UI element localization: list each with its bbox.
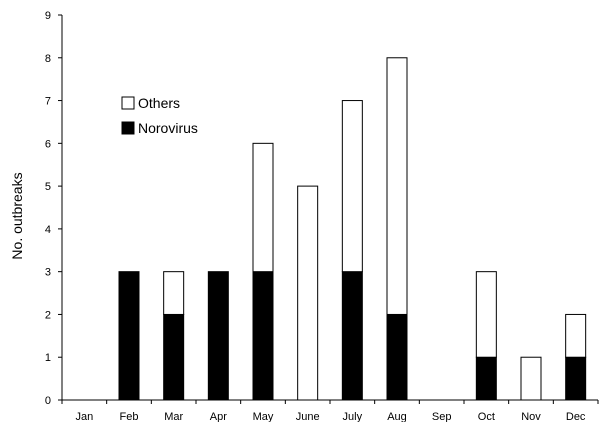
legend-label-others: Others	[138, 95, 180, 111]
y-tick-label: 6	[45, 138, 51, 150]
y-axis-title: No. outbreaks	[9, 172, 25, 259]
x-tick-label: Apr	[210, 411, 227, 422]
x-tick-label: Aug	[387, 411, 407, 422]
bar-others-june	[297, 185, 319, 401]
bar-others-nov	[520, 356, 542, 401]
y-tick-label: 7	[45, 96, 51, 108]
legend: Others Norovirus	[121, 95, 198, 136]
legend-swatch-norovirus	[121, 121, 135, 135]
y-tick-label: 0	[45, 395, 51, 407]
axes: 0 1 2 3 4 5 6 7 8 9 Jan Feb Mar Apr May June July Aug Sep O…	[45, 10, 599, 422]
bar-others-oct	[475, 271, 497, 358]
bar-norovirus-feb	[118, 271, 140, 401]
bar-others-mar	[163, 271, 185, 315]
bar-others-may	[252, 142, 274, 273]
x-tick-label: Sep	[432, 411, 452, 422]
y-tick-label: 9	[45, 10, 51, 22]
x-tick-label: Oct	[478, 411, 495, 422]
legend-label-norovirus: Norovirus	[138, 120, 198, 136]
legend-swatch-others	[121, 96, 135, 110]
x-tick-label: Dec	[566, 411, 586, 422]
bar-norovirus-apr	[207, 271, 229, 401]
x-tick-label: Feb	[120, 411, 139, 422]
x-tick-label: Mar	[164, 411, 183, 422]
y-tick-label: 2	[45, 309, 51, 321]
bar-norovirus-oct	[475, 356, 497, 401]
y-tick-label: 1	[45, 352, 51, 364]
bar-norovirus-july	[341, 271, 363, 401]
x-tick-label: Jan	[75, 411, 93, 422]
x-tick-label: Nov	[521, 411, 541, 422]
x-tick-label: May	[253, 411, 274, 422]
y-tick-label: 5	[45, 181, 51, 193]
y-tick-label: 3	[45, 267, 51, 279]
y-tick-label: 8	[45, 53, 51, 65]
bar-others-dec	[565, 313, 587, 358]
bar-norovirus-may	[252, 271, 274, 401]
x-tick-label: July	[343, 411, 363, 422]
bar-norovirus-aug	[386, 313, 408, 401]
bars	[118, 57, 587, 401]
bar-others-july	[341, 100, 363, 273]
bar-others-aug	[386, 57, 408, 315]
bar-norovirus-mar	[163, 313, 185, 401]
x-tick-label: June	[296, 411, 320, 422]
bar-norovirus-dec	[565, 356, 587, 401]
y-tick-label: 4	[45, 224, 51, 236]
